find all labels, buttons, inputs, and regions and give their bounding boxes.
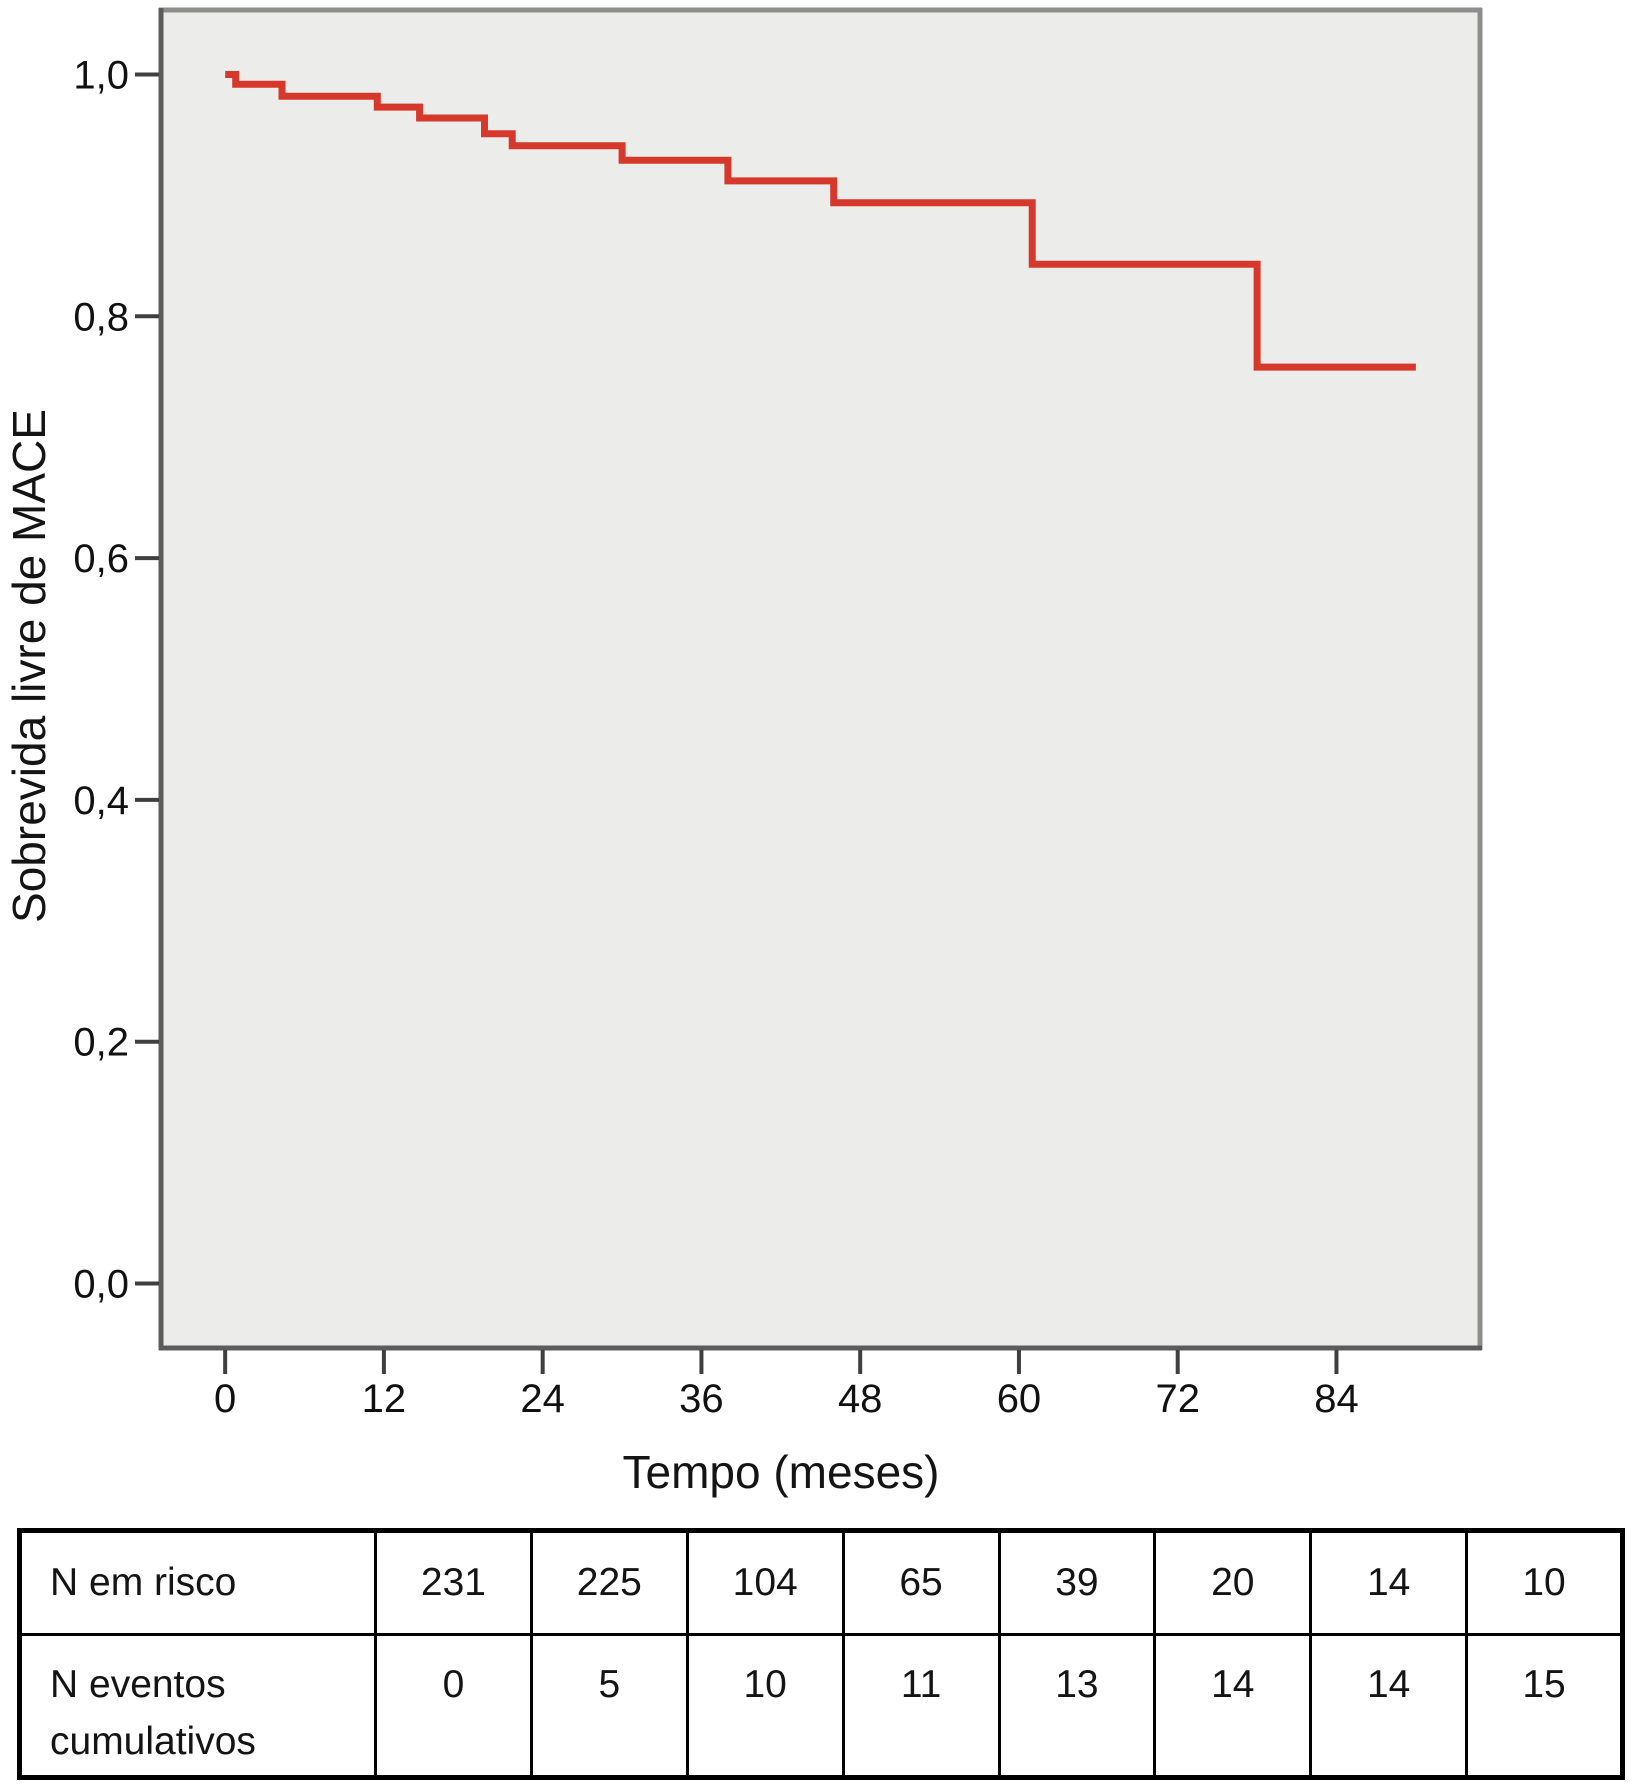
row-label-line-2: cumulativos <box>50 1720 256 1763</box>
row-label: N eventos cumulativos <box>18 1633 377 1779</box>
x-tick-label: 84 <box>1314 1377 1359 1421</box>
x-tick-label: 36 <box>679 1377 724 1421</box>
table-cell: 5 <box>529 1633 689 1779</box>
table-cell: 15 <box>1465 1633 1624 1779</box>
row-label-line-1: N eventos <box>50 1663 226 1706</box>
y-tick-label: 0,6 <box>73 537 129 581</box>
y-tick-label: 0,0 <box>73 1263 129 1307</box>
survival-chart: 0,0 0,2 0,4 0,6 0,8 1,0 0 12 24 36 48 60 72 84 <box>73 7 1483 1421</box>
y-tick-label: 1,0 <box>73 53 129 97</box>
table-cell: 10 <box>685 1633 845 1779</box>
survival-curve <box>225 71 1416 371</box>
table-cell: 10 <box>1465 1529 1624 1636</box>
y-tick-label: 0,4 <box>73 779 129 823</box>
table-cell: 20 <box>1153 1529 1313 1636</box>
table-cell: 225 <box>529 1529 689 1636</box>
x-tick-label: 24 <box>520 1377 565 1421</box>
table-row-n-at-risk: N em risco 231 225 104 65 39 20 14 10 <box>18 1529 1624 1636</box>
table-cell: 14 <box>1309 1633 1469 1779</box>
x-tick-label: 72 <box>1155 1377 1200 1421</box>
row-label-text: N em risco <box>50 1561 237 1604</box>
x-tick-label: 12 <box>362 1377 407 1421</box>
table-cell: 11 <box>841 1633 1001 1779</box>
table-cell: 104 <box>685 1529 845 1636</box>
y-tick-label: 0,8 <box>73 295 129 339</box>
plot-area <box>159 8 1482 1350</box>
table-cell: 39 <box>997 1529 1157 1636</box>
risk-table-grid: N em risco 231 225 104 65 39 20 14 10 N … <box>17 1528 1625 1780</box>
x-axis-title: Tempo (meses) <box>622 1446 940 1498</box>
x-tick-label: 48 <box>838 1377 883 1421</box>
y-tick-label: 0,2 <box>73 1021 129 1065</box>
row-label: N em risco <box>18 1529 377 1636</box>
table-cell: 14 <box>1309 1529 1469 1636</box>
table-cell: 0 <box>374 1633 533 1779</box>
table-cell: 13 <box>997 1633 1157 1779</box>
table-cell: 231 <box>374 1529 533 1636</box>
table-row-cumulative-events: N eventos cumulativos 0 5 10 11 13 14 14… <box>18 1633 1624 1779</box>
y-axis-title: Sobrevida livre de MACE <box>3 409 55 923</box>
risk-table: N em risco 231 225 104 65 39 20 14 10 N … <box>17 1528 1625 1780</box>
x-tick-label: 60 <box>997 1377 1042 1421</box>
table-cell: 14 <box>1153 1633 1313 1779</box>
table-cell: 65 <box>841 1529 1001 1636</box>
x-tick-label: 0 <box>214 1377 236 1421</box>
